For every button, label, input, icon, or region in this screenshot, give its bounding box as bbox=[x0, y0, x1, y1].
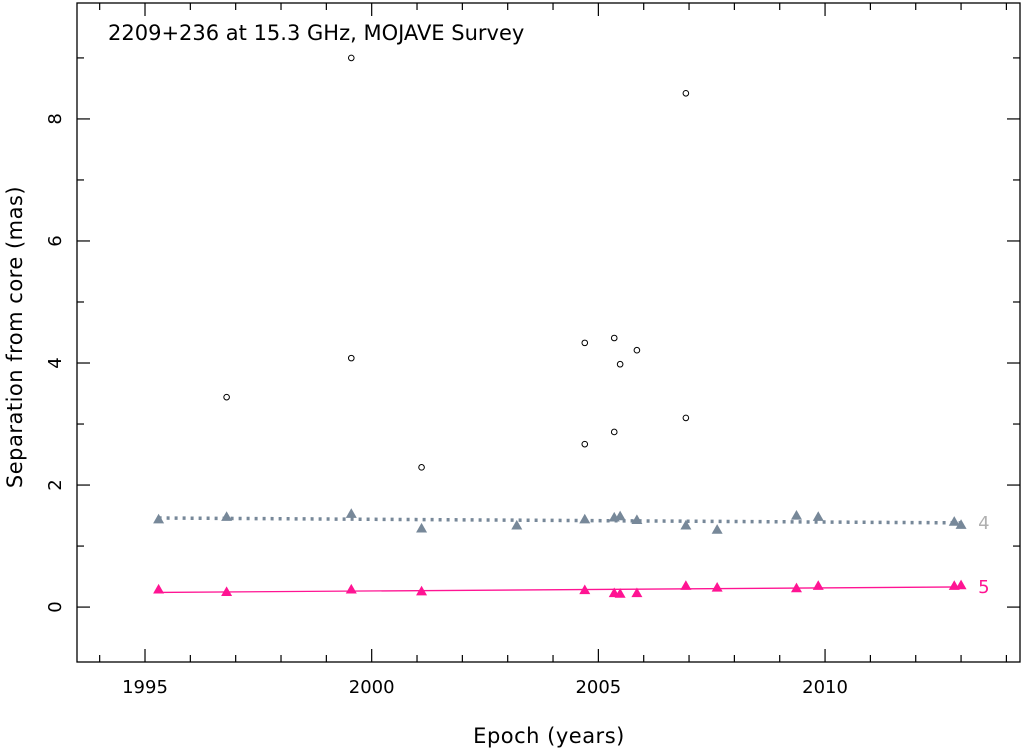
y-tick-label: 0 bbox=[45, 601, 66, 612]
series-labels: 45 bbox=[978, 513, 989, 598]
data-point-triangle-5 bbox=[221, 586, 233, 596]
y-tick-label: 2 bbox=[45, 479, 66, 490]
data-point-triangle-5 bbox=[790, 582, 802, 593]
axis-ticks bbox=[77, 3, 1020, 662]
data-point-triangle-4 bbox=[614, 510, 626, 521]
x-axis-title: Epoch (years) bbox=[473, 724, 625, 748]
plot-area-border bbox=[76, 2, 1021, 663]
data-point-triangle-4 bbox=[345, 508, 357, 518]
data-point-triangle-5 bbox=[579, 584, 591, 595]
data-point-triangle-4 bbox=[790, 510, 802, 520]
data-point-triangle-5 bbox=[153, 583, 165, 594]
y-tick-label: 8 bbox=[45, 113, 66, 124]
data-point-circle bbox=[682, 414, 690, 422]
data-point-circle bbox=[347, 54, 355, 62]
x-tick-label: 2005 bbox=[575, 677, 621, 698]
y-tick-label: 4 bbox=[45, 357, 66, 368]
data-point-triangle-4 bbox=[955, 519, 967, 529]
data-point-circle bbox=[610, 428, 618, 436]
data-point-triangle-4 bbox=[221, 511, 233, 521]
data-point-triangle-4 bbox=[711, 524, 723, 534]
data-point-triangle-5 bbox=[345, 583, 357, 594]
data-point-triangle-4 bbox=[680, 519, 692, 530]
fit-lines bbox=[158, 516, 962, 594]
plot-frame bbox=[76, 2, 1021, 663]
data-point-triangle-5 bbox=[631, 587, 643, 598]
data-point-triangle-4 bbox=[153, 513, 165, 524]
data-point-circle bbox=[610, 334, 618, 342]
data-point-circle bbox=[223, 393, 230, 401]
data-point-circle bbox=[633, 346, 641, 354]
data-point-triangle-4 bbox=[948, 516, 960, 526]
fit-line-5 bbox=[158, 586, 962, 594]
data-point-circle bbox=[616, 360, 624, 368]
data-point-triangle-5 bbox=[614, 588, 626, 598]
data-point-circle bbox=[347, 354, 355, 362]
data-point-triangle-4 bbox=[416, 522, 428, 533]
data-point-triangle-4 bbox=[631, 514, 643, 524]
data-point-triangle-4 bbox=[579, 513, 591, 524]
x-tick-label: 2000 bbox=[349, 677, 395, 698]
y-tick-label: 6 bbox=[45, 235, 66, 246]
data-point-circle bbox=[581, 440, 589, 448]
series-label-5: 5 bbox=[978, 577, 989, 598]
series-label-4: 4 bbox=[978, 513, 989, 534]
data-point-triangle-5 bbox=[955, 579, 967, 590]
data-point-circle bbox=[581, 339, 589, 347]
fit-line-4 bbox=[158, 516, 962, 525]
x-tick-label: 2010 bbox=[802, 677, 848, 698]
data-point-triangle-5 bbox=[416, 585, 428, 596]
chart-title: 2209+236 at 15.3 GHz, MOJAVE Survey bbox=[108, 21, 524, 45]
x-tick-label: 1995 bbox=[122, 677, 168, 698]
data-point-circle bbox=[418, 464, 425, 471]
data-point-triangle-5 bbox=[711, 582, 723, 592]
data-point-triangle-4 bbox=[511, 519, 523, 530]
data-point-circle bbox=[682, 90, 690, 97]
y-axis-title: Separation from core (mas) bbox=[3, 186, 27, 488]
data-point-triangle-5 bbox=[812, 580, 824, 590]
data-point-triangle-4 bbox=[812, 511, 824, 521]
data-point-triangle-5 bbox=[680, 580, 692, 590]
data-points bbox=[153, 54, 967, 598]
tick-labels: 1995 2000 2005 2010 0 2 4 6 8 bbox=[45, 113, 848, 698]
